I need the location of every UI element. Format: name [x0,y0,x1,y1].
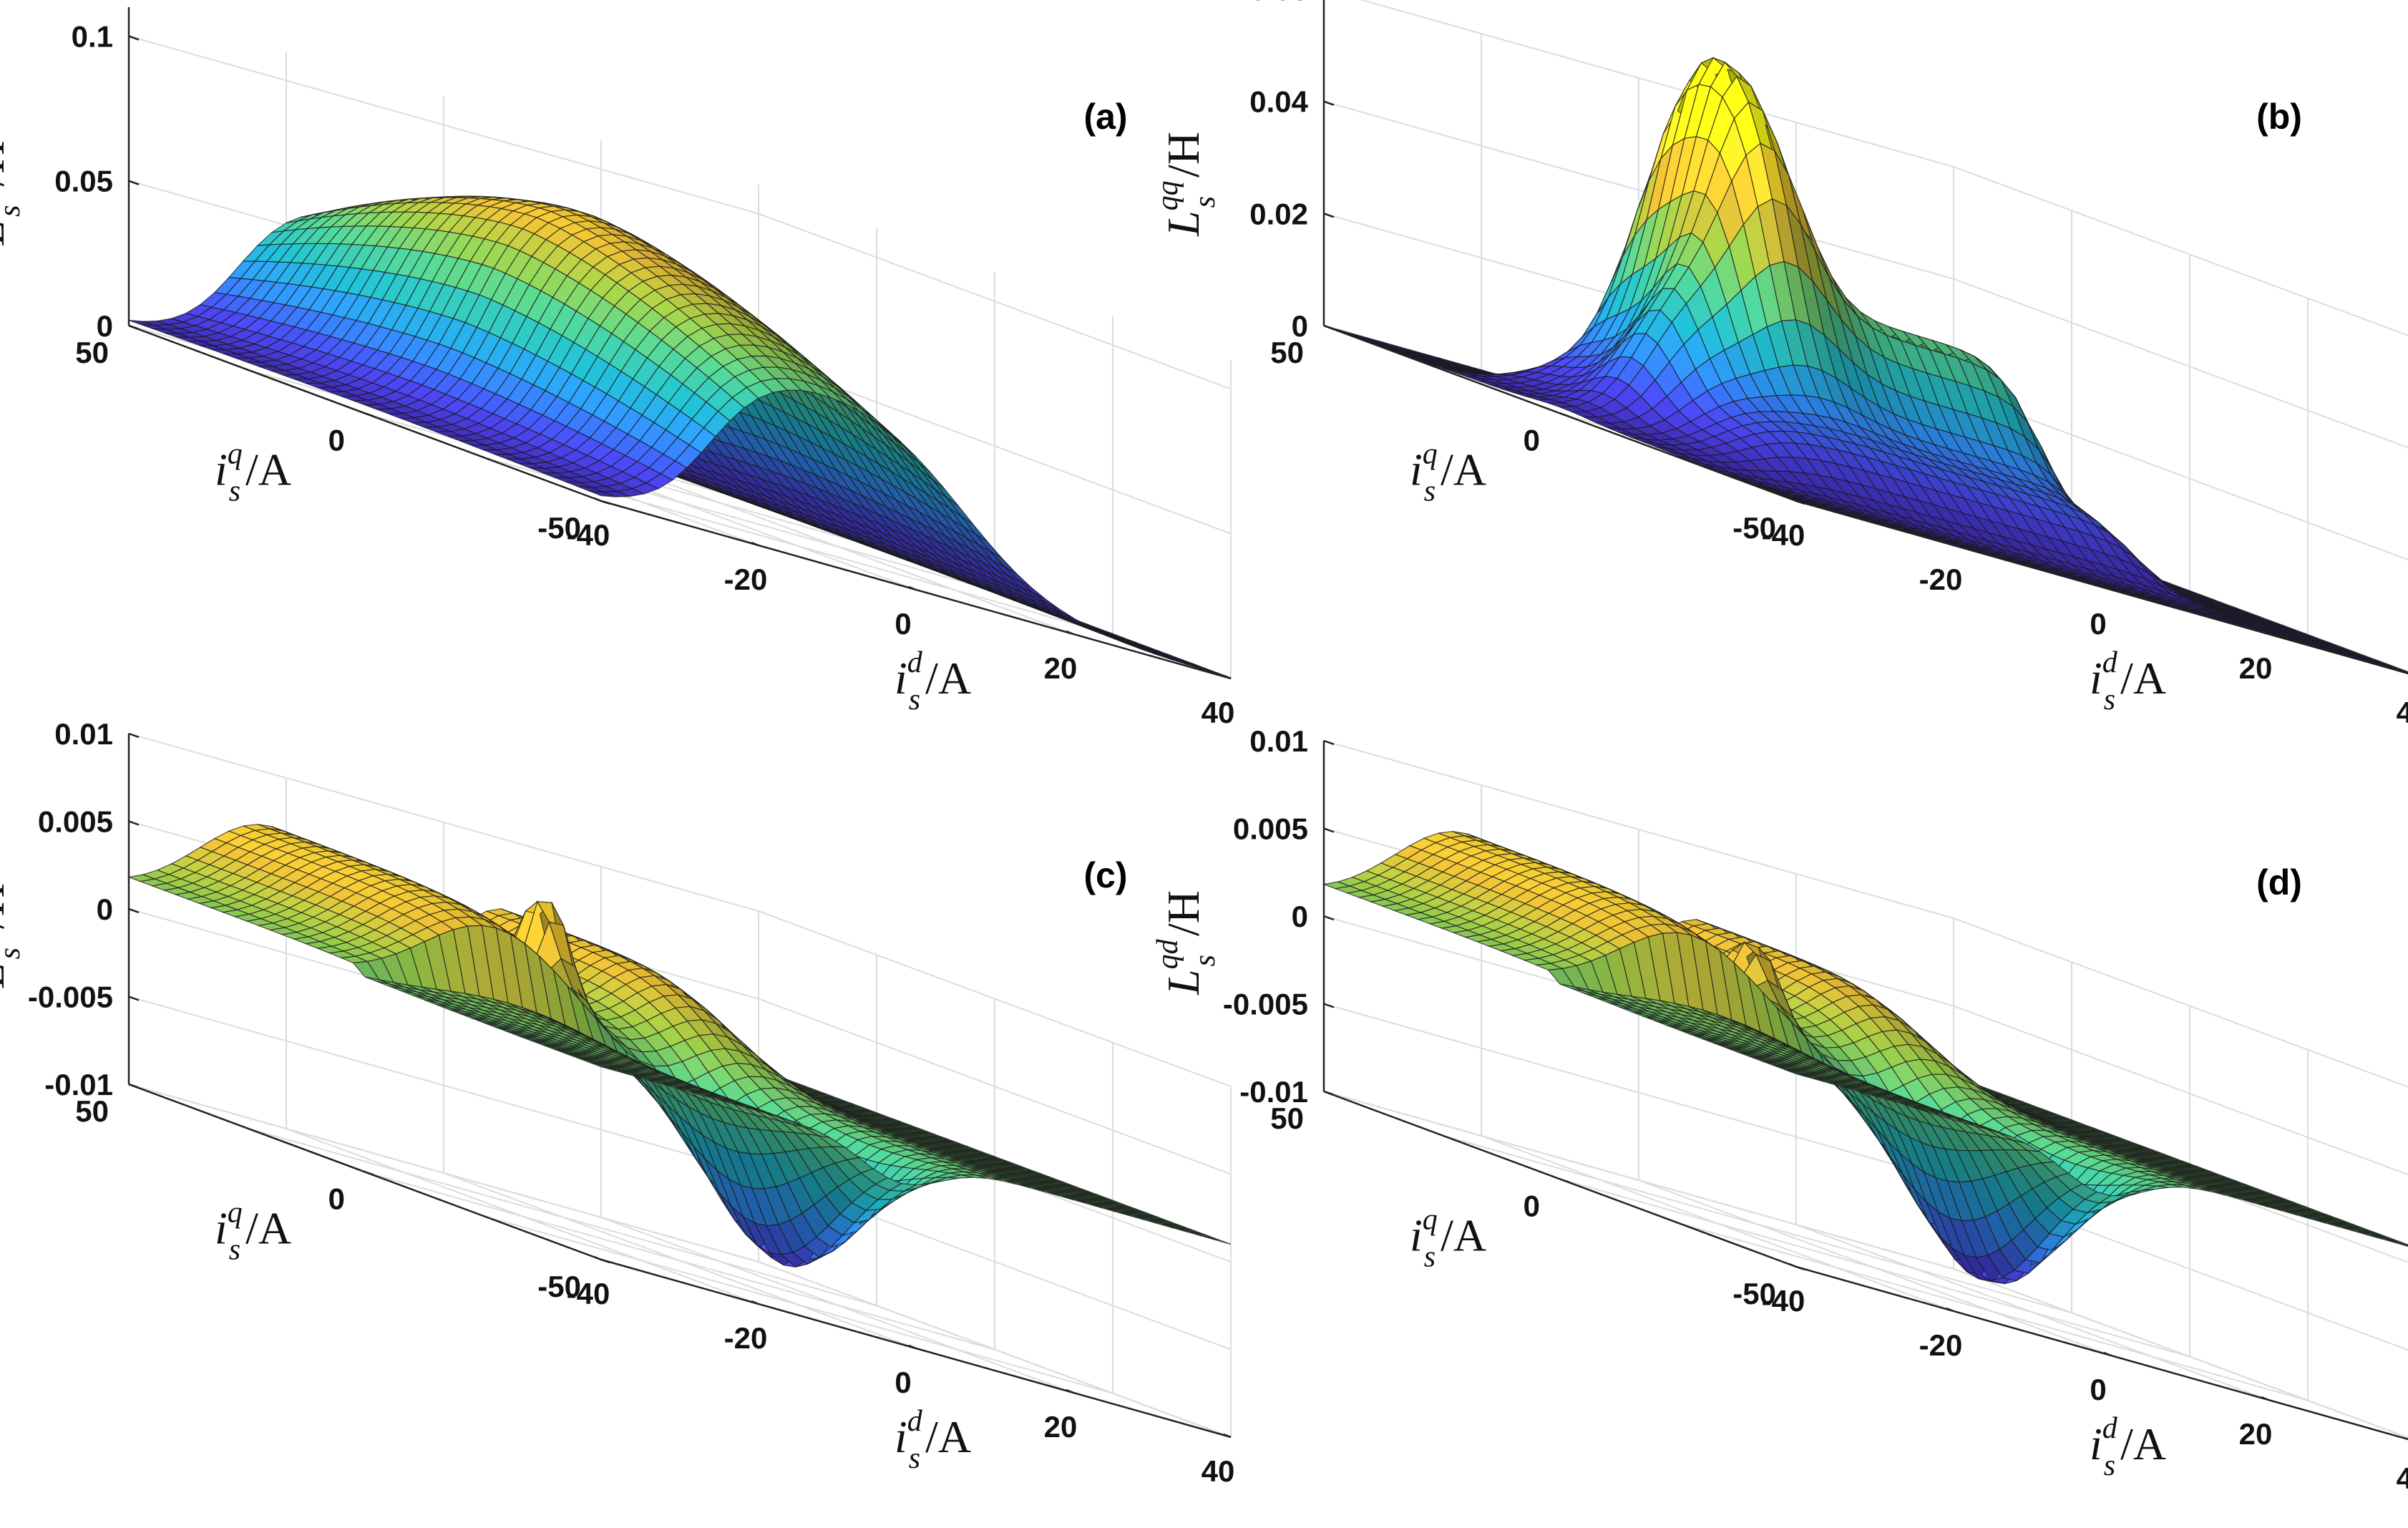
z-axis-label: Ldds/H [0,141,26,246]
y-axis-label: iq s/A [215,438,291,508]
surface-a [128,195,1232,678]
x-tick-label: 20 [1044,651,1078,685]
x-tick-label: -20 [724,563,768,596]
z-tick-label: 0.04 [1249,85,1308,119]
panel-b: -40-2002040-5005000.020.040.06Lqqs/Hids/… [1151,0,2408,729]
panel-label: (b) [2256,97,2302,137]
y-tick-label: -50 [1732,511,1776,545]
surface-b [1323,57,2408,674]
x-tick-label: 0 [895,607,911,641]
x-tick-label: 40 [2397,696,2408,729]
z-tick-label: 0.1 [72,19,113,53]
panel-c: -40-2002040-50050-0.01-0.00500.0050.01Ld… [0,717,1234,1488]
z-axis-label: Lqq s/H [1151,132,1222,237]
panel-label: (a) [1083,97,1127,137]
y-axis-label: iq s/A [1410,438,1486,508]
y-tick-label: 0 [328,424,345,457]
y-tick-label: 0 [1524,424,1540,457]
panel-a: -40-2002040-5005000.050.1Ldds/Hids/Aiqs/… [0,7,1234,729]
z-tick-label: 0.06 [1249,0,1308,6]
z-tick-label: 0 [1292,309,1308,343]
z-tick-label: 0.05 [54,165,113,198]
x-tick-label: -20 [1919,563,1963,596]
z-tick-label: 0.02 [1249,197,1308,230]
z-tick-label: 0 [97,309,113,343]
x-tick-label: 40 [1201,696,1235,729]
x-axis-label: id s/A [895,646,971,716]
x-tick-label: 0 [2090,607,2106,641]
y-tick-label: -50 [537,511,581,545]
x-tick-label: 20 [2239,651,2273,685]
x-axis-label: id s/A [2090,646,2166,716]
